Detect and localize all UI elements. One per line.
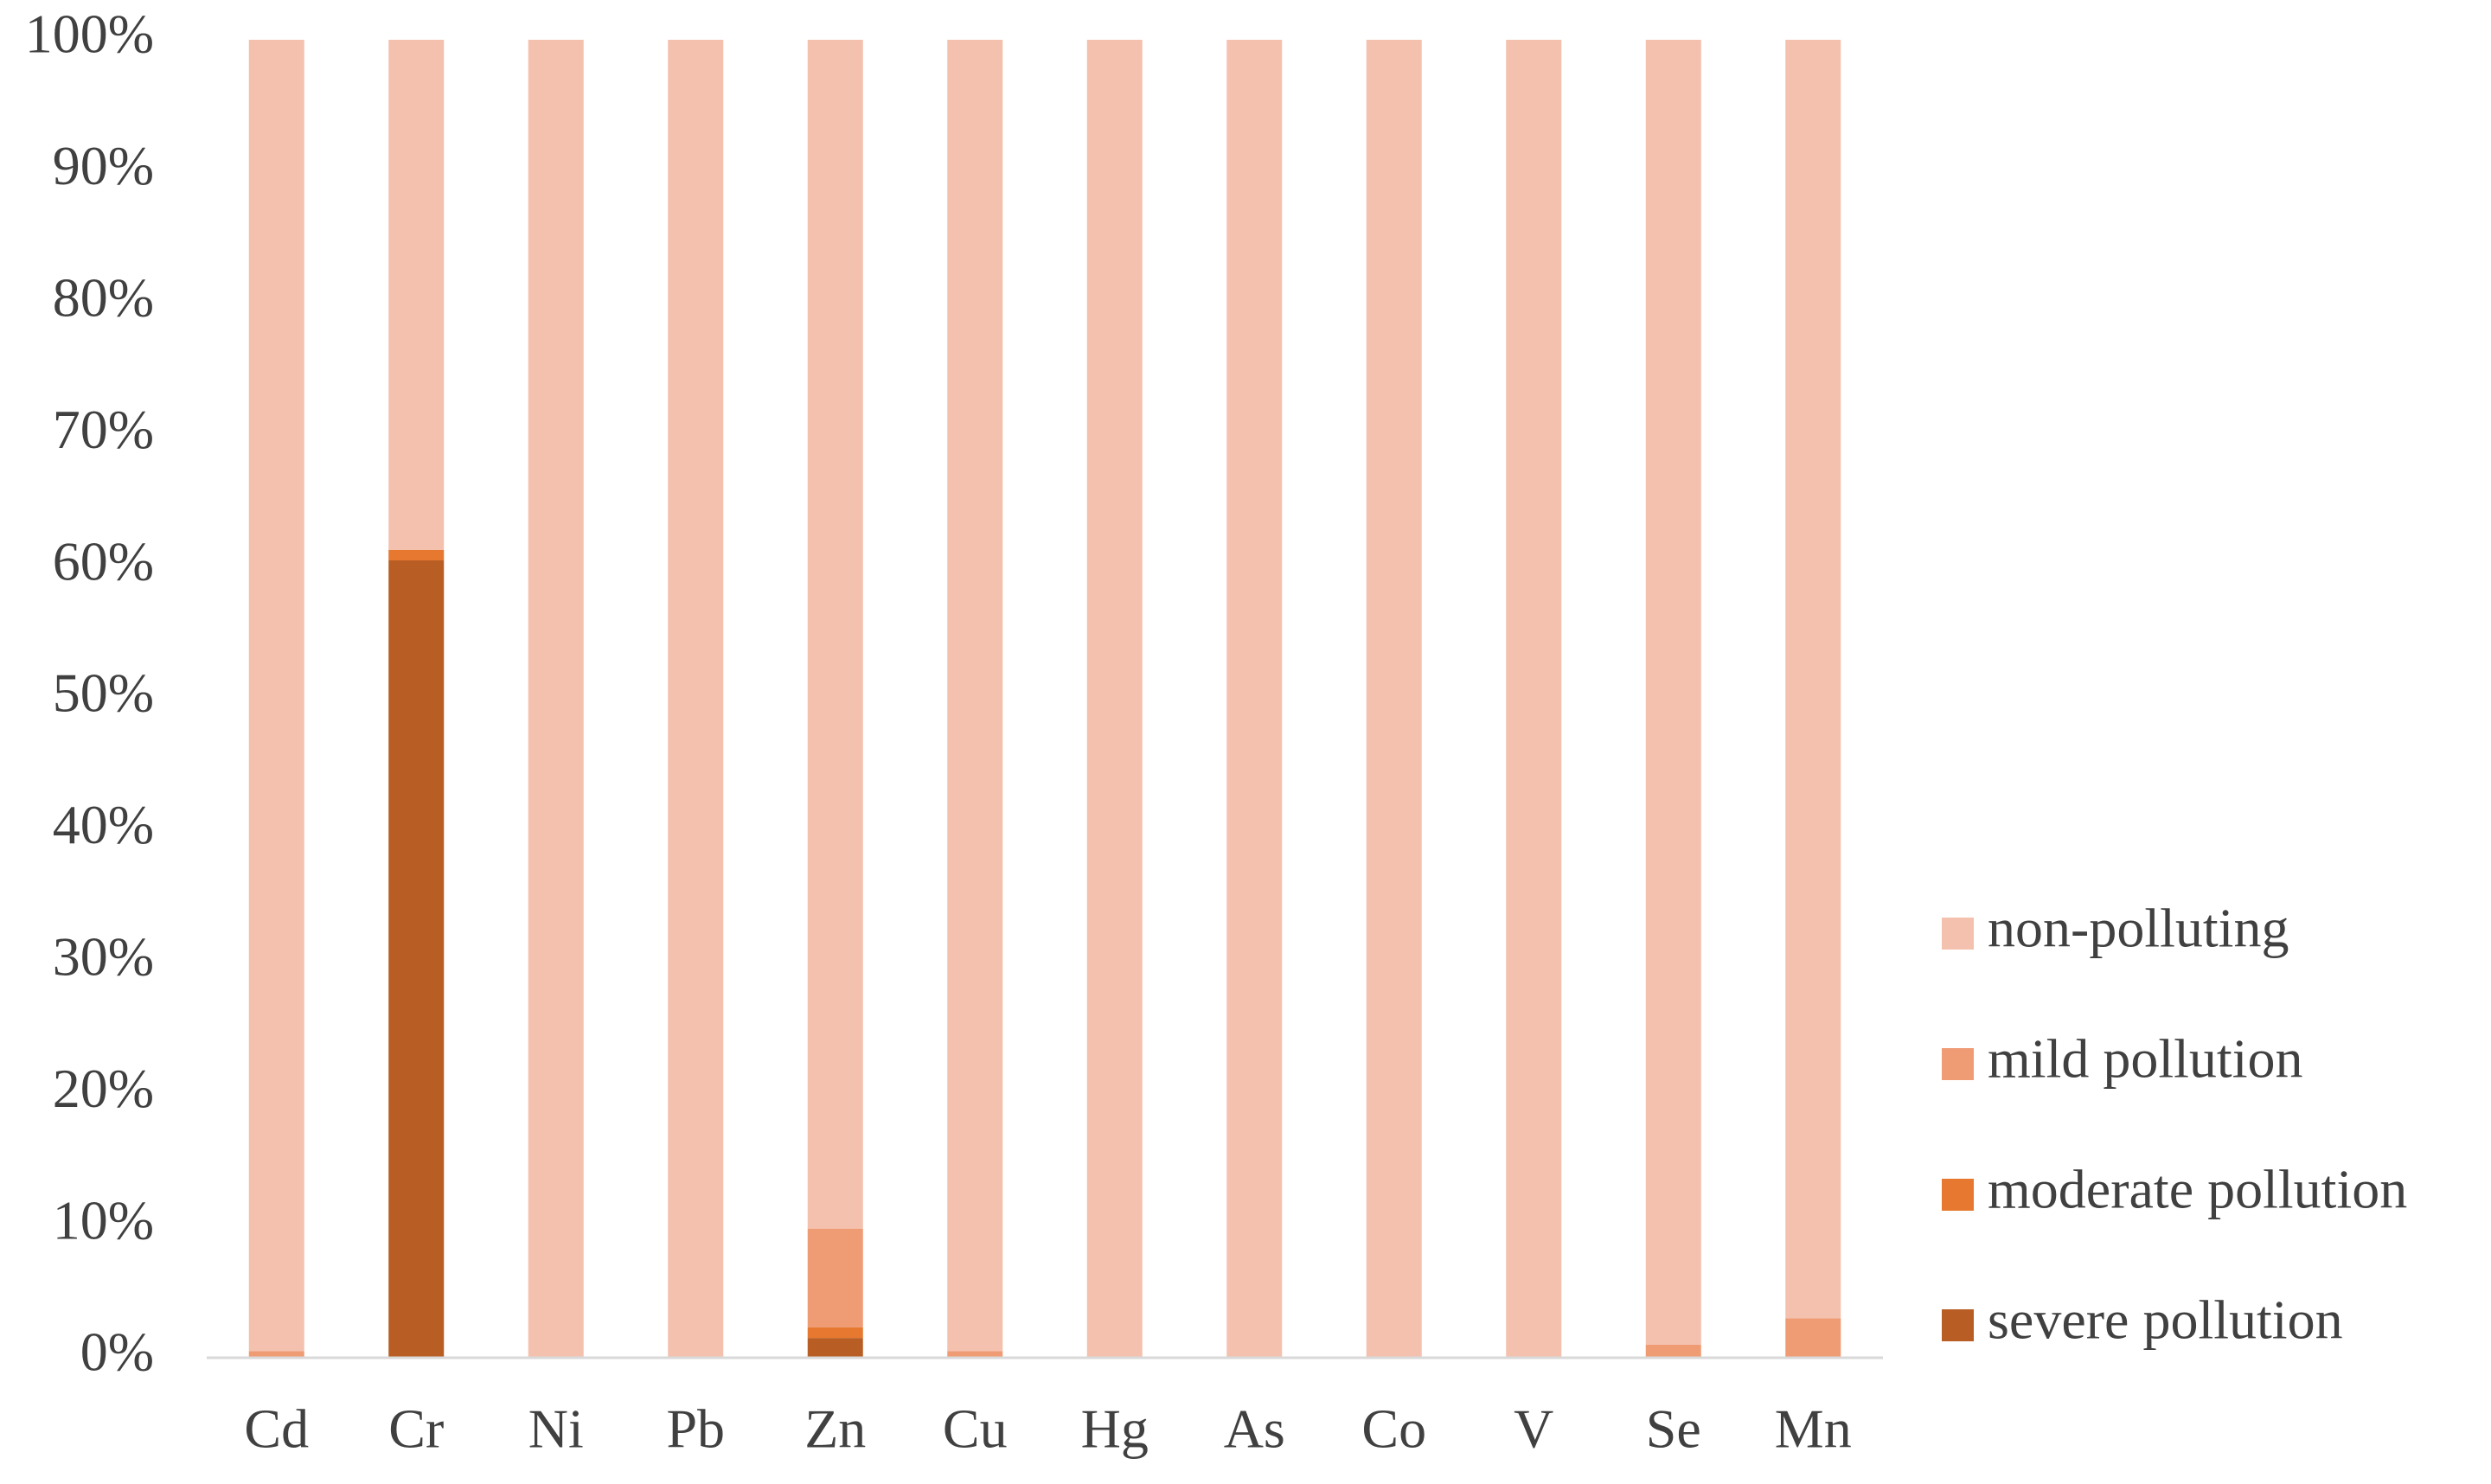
- legend-label: non-polluting: [1988, 898, 2289, 959]
- bar-segment: [1366, 40, 1422, 1358]
- bar-segment: [1645, 1344, 1701, 1358]
- x-tick-label: V: [1514, 1398, 1553, 1460]
- y-tick-label: 50%: [53, 662, 154, 724]
- x-tick-label: Pb: [666, 1398, 725, 1460]
- bar-segment: [248, 1351, 304, 1358]
- bar-segment: [388, 560, 445, 1358]
- legend-swatch: [1942, 1048, 1974, 1080]
- x-tick-label: Co: [1361, 1398, 1426, 1460]
- bar-segment: [807, 40, 863, 1229]
- bar-segment: [1785, 1318, 1841, 1358]
- y-tick-label: 20%: [53, 1058, 154, 1119]
- bar-segment: [388, 549, 445, 560]
- bar-segment: [388, 40, 445, 550]
- x-tick-label: Mn: [1775, 1398, 1852, 1460]
- bar-segment: [528, 40, 584, 1358]
- x-tick-label: Cu: [943, 1398, 1008, 1460]
- bar-segment: [248, 40, 304, 1352]
- bar-segment: [807, 1338, 863, 1358]
- legend-label: moderate pollution: [1988, 1159, 2407, 1220]
- x-tick-label: Ni: [528, 1398, 584, 1460]
- y-tick-label: 100%: [25, 3, 154, 65]
- bar-segment: [1645, 40, 1701, 1345]
- legend-swatch: [1942, 1309, 1974, 1341]
- x-tick-label: As: [1224, 1398, 1285, 1460]
- x-tick-label: Cd: [244, 1398, 309, 1460]
- bar-segment: [1226, 40, 1283, 1358]
- bar-segment: [668, 40, 724, 1358]
- y-tick-label: 0%: [80, 1321, 154, 1383]
- bar-segment: [807, 1327, 863, 1339]
- y-tick-label: 30%: [53, 925, 154, 987]
- legend-label: severe pollution: [1988, 1289, 2343, 1351]
- bar-segment: [947, 1351, 1003, 1358]
- y-tick-label: 40%: [53, 794, 154, 855]
- y-tick-label: 70%: [53, 399, 154, 460]
- y-tick-label: 80%: [53, 266, 154, 328]
- x-tick-label: Se: [1646, 1398, 1701, 1460]
- bar-segment: [1506, 40, 1562, 1358]
- x-tick-label: Cr: [388, 1398, 444, 1460]
- legend-swatch: [1942, 918, 1974, 950]
- bar-segment: [1086, 40, 1143, 1358]
- y-tick-label: 90%: [53, 135, 154, 196]
- bar-segment: [807, 1228, 863, 1327]
- x-tick-label: Zn: [804, 1398, 866, 1460]
- x-tick-label: Hg: [1081, 1398, 1149, 1460]
- legend-swatch: [1942, 1179, 1974, 1211]
- bar-segment: [947, 40, 1003, 1352]
- y-tick-label: 60%: [53, 530, 154, 592]
- legend-label: mild pollution: [1988, 1028, 2302, 1090]
- y-tick-label: 10%: [53, 1189, 154, 1251]
- bar-segment: [1785, 40, 1841, 1319]
